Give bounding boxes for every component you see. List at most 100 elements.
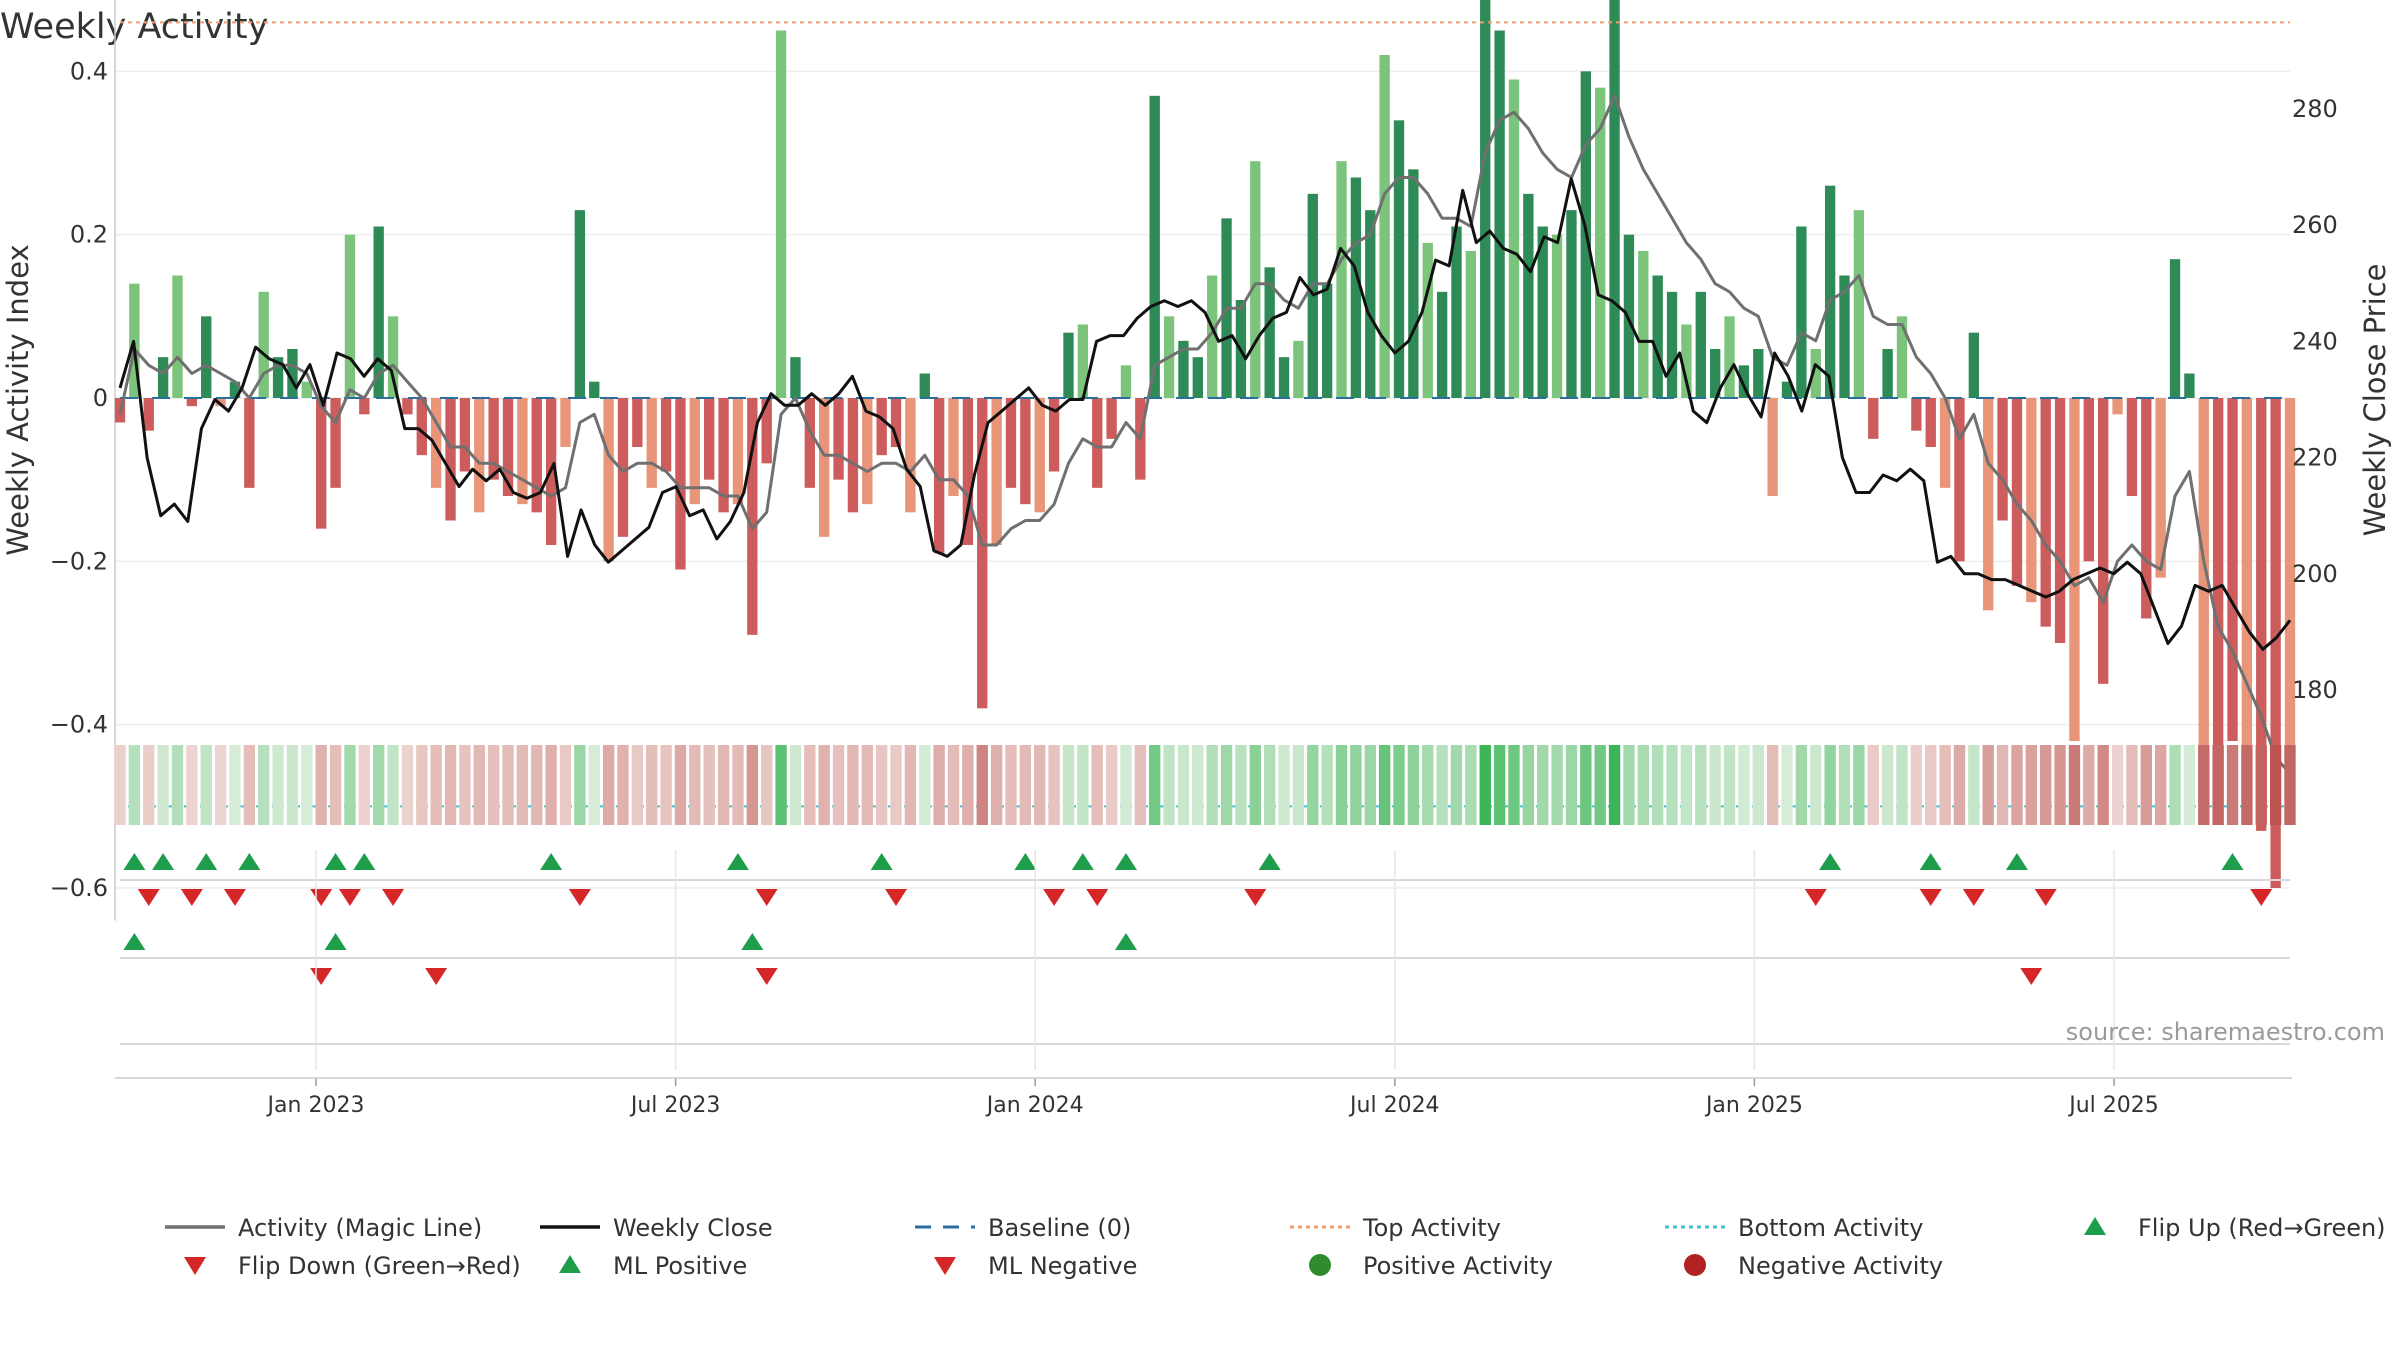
activity-bar bbox=[919, 373, 930, 398]
heat-cell bbox=[1062, 745, 1075, 825]
heat-cell bbox=[990, 745, 1003, 825]
activity-bar bbox=[143, 398, 154, 431]
heat-cell bbox=[1163, 745, 1175, 825]
heat-cell bbox=[631, 745, 644, 825]
heat-cell bbox=[574, 745, 586, 825]
activity-bar bbox=[1954, 398, 1965, 562]
triangle-up-marker bbox=[1014, 853, 1037, 870]
activity-bar bbox=[962, 398, 974, 545]
triangle-down-marker bbox=[885, 889, 908, 906]
right-y-tick-label: 280 bbox=[2292, 95, 2338, 123]
activity-bar bbox=[1480, 0, 1491, 398]
heat-cell bbox=[904, 745, 917, 825]
activity-bar bbox=[2011, 398, 2023, 586]
heat-cell bbox=[1881, 745, 1894, 825]
triangle-down-marker bbox=[755, 889, 778, 906]
activity-bar bbox=[2054, 398, 2066, 643]
activity-bar bbox=[890, 398, 902, 447]
activity-bar bbox=[1063, 332, 1074, 398]
heat-cell bbox=[473, 745, 485, 825]
heat-cell bbox=[732, 745, 744, 825]
activity-bar bbox=[474, 398, 485, 513]
activity-bar bbox=[387, 316, 399, 398]
triangle-up-marker bbox=[1258, 853, 1281, 870]
heat-cell bbox=[531, 745, 543, 825]
legend-circle-icon bbox=[1684, 1254, 1706, 1276]
heat-cell bbox=[1493, 745, 1506, 825]
triangle-down-marker bbox=[1919, 889, 1942, 906]
legend-label: Negative Activity bbox=[1738, 1252, 1943, 1280]
heat-cell bbox=[1048, 745, 1060, 825]
heat-cell bbox=[1810, 745, 1822, 825]
activity-bar bbox=[804, 398, 815, 488]
heat-cell bbox=[2140, 745, 2152, 825]
activity-bar bbox=[330, 398, 341, 488]
activity-bar bbox=[1609, 0, 1620, 398]
heat-cell bbox=[861, 745, 873, 825]
legend-item: Negative Activity bbox=[1684, 1252, 1943, 1280]
activity-bar bbox=[1652, 275, 1663, 398]
heat-cell bbox=[1925, 745, 1937, 825]
triangle-up-marker bbox=[1114, 853, 1137, 870]
activity-bar bbox=[1968, 332, 1980, 398]
activity-bar bbox=[1925, 398, 1936, 447]
activity-bar bbox=[1192, 357, 1203, 398]
activity-bar bbox=[1824, 185, 1836, 398]
heat-cell bbox=[2169, 745, 2181, 825]
triangle-down-marker bbox=[310, 968, 333, 985]
activity-bar bbox=[933, 398, 945, 554]
heat-cell bbox=[1364, 745, 1376, 825]
activity-bar bbox=[2169, 259, 2181, 398]
activity-bar bbox=[1810, 349, 1821, 398]
activity-bar bbox=[1595, 87, 1606, 399]
activity-bar bbox=[948, 398, 959, 496]
heat-cell bbox=[1651, 745, 1664, 825]
activity-bar bbox=[747, 398, 758, 635]
legend-item: Activity (Magic Line) bbox=[165, 1214, 482, 1242]
x-tick-label: Jul 2024 bbox=[1348, 1093, 1440, 1118]
activity-bar bbox=[344, 234, 356, 398]
heat-cell bbox=[1378, 745, 1391, 825]
heat-cell bbox=[1537, 745, 1549, 825]
heat-cell bbox=[1752, 745, 1764, 825]
activity-bar bbox=[905, 398, 916, 513]
heat-cell bbox=[502, 745, 514, 825]
activity-bar bbox=[1494, 30, 1505, 398]
triangle-up-marker bbox=[353, 853, 376, 870]
left-y-tick-label: 0.4 bbox=[70, 57, 108, 85]
heat-cell bbox=[1709, 745, 1721, 825]
heat-cell bbox=[2083, 745, 2095, 825]
legend-item: ML Positive bbox=[559, 1252, 747, 1280]
triangle-down-marker bbox=[1043, 889, 1066, 906]
heat-cell bbox=[919, 745, 931, 825]
triangle-up-marker bbox=[324, 933, 347, 950]
series-lines bbox=[118, 94, 2292, 775]
heat-cell bbox=[1350, 745, 1362, 825]
heat-cell bbox=[1465, 745, 1477, 825]
legend-label: Activity (Magic Line) bbox=[238, 1214, 482, 1242]
triangle-up-marker bbox=[726, 853, 749, 870]
heat-cell bbox=[416, 745, 428, 825]
weekly-close-series bbox=[118, 177, 2292, 651]
activity-bar bbox=[675, 398, 686, 570]
activity-bar bbox=[1048, 398, 1060, 472]
heat-cell bbox=[1781, 745, 1793, 825]
activity-bar bbox=[1724, 316, 1735, 398]
activity-bar bbox=[1393, 120, 1405, 398]
activity-bar bbox=[1853, 210, 1865, 398]
triangle-down-marker bbox=[425, 968, 448, 985]
activity-bar bbox=[1523, 193, 1534, 398]
x-tick-label: Jul 2023 bbox=[629, 1093, 721, 1118]
legend-item: Baseline (0) bbox=[915, 1214, 1131, 1242]
activity-bar bbox=[589, 381, 600, 398]
heat-cell bbox=[114, 745, 126, 825]
heat-cell bbox=[660, 745, 672, 825]
heat-cell bbox=[1551, 745, 1563, 825]
activity-bar bbox=[459, 398, 471, 472]
heat-cell bbox=[602, 745, 615, 825]
triangle-down-marker bbox=[1962, 889, 1985, 906]
heat-cell bbox=[1695, 745, 1707, 825]
activity-bar bbox=[1436, 291, 1448, 398]
heat-cell bbox=[372, 745, 385, 825]
activity-bar bbox=[1408, 169, 1419, 398]
